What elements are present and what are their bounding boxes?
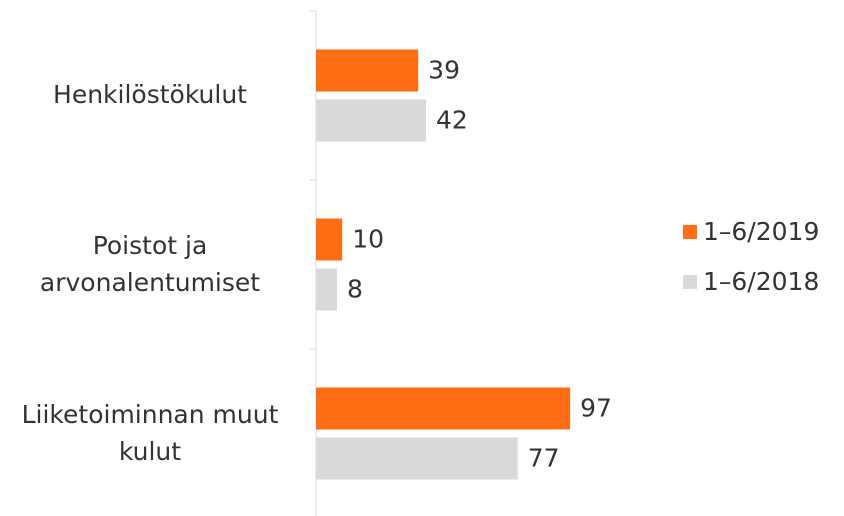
y-tick-label: Henkilöstökulut — [53, 80, 247, 110]
data-label: 10 — [352, 225, 384, 254]
bar — [316, 268, 337, 311]
category-label-box: Henkilöstökulut — [0, 16, 290, 176]
bar — [316, 387, 571, 430]
legend-swatch — [683, 225, 697, 239]
bar — [316, 99, 427, 142]
data-label: 42 — [436, 106, 468, 135]
y-tick-label-box: Poistot ja arvonalentumiset — [0, 185, 290, 345]
category-label-box: Liiketoiminnan muut kulut — [0, 354, 290, 514]
y-tick-label-box: Henkilöstökulut — [0, 16, 290, 176]
data-label: 77 — [528, 444, 560, 473]
y-tick-label: Liiketoiminnan muut kulut — [21, 400, 279, 466]
bar — [316, 437, 518, 480]
y-tick-label-box: Liiketoiminnan muut kulut — [0, 354, 290, 514]
legend-label: 1–6/2018 — [703, 267, 819, 296]
legend-label: 1–6/2019 — [703, 217, 819, 246]
data-label: 39 — [428, 56, 460, 85]
data-label: 8 — [347, 275, 363, 304]
legend-swatch — [683, 275, 697, 289]
data-label: 97 — [580, 394, 612, 423]
bar — [316, 218, 343, 261]
category-label-box: Poistot ja arvonalentumiset — [0, 185, 290, 345]
y-tick-label: Poistot ja arvonalentumiset — [39, 231, 261, 297]
bar — [316, 49, 419, 92]
